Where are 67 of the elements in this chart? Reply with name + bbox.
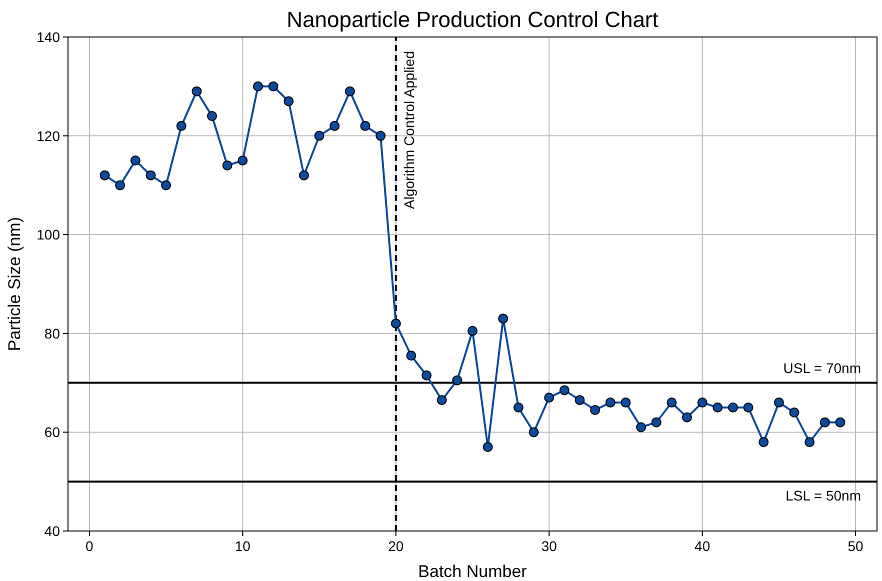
y-tick-label: 40 xyxy=(44,523,60,539)
point xyxy=(636,422,646,432)
point xyxy=(376,130,386,141)
point xyxy=(789,407,800,418)
point xyxy=(207,111,218,122)
point xyxy=(330,120,340,131)
point xyxy=(651,417,662,428)
point xyxy=(161,180,172,190)
ref-line-label: Algorithm Control Applied xyxy=(400,51,417,209)
y-tick-label: 140 xyxy=(36,29,60,45)
point xyxy=(498,314,508,324)
point xyxy=(482,442,493,452)
point xyxy=(758,437,769,448)
point xyxy=(268,81,278,92)
y-tick-label: 60 xyxy=(44,424,60,440)
point xyxy=(222,160,232,170)
point xyxy=(252,81,263,92)
point xyxy=(620,398,631,408)
point xyxy=(452,375,462,386)
point xyxy=(513,402,524,412)
y-tick-label: 120 xyxy=(36,128,60,144)
point xyxy=(390,318,401,329)
point xyxy=(559,385,570,396)
y-tick-label: 80 xyxy=(44,325,60,342)
point xyxy=(146,170,156,180)
point xyxy=(774,398,784,408)
point xyxy=(238,156,248,166)
point xyxy=(712,402,723,412)
point xyxy=(284,96,294,106)
point xyxy=(360,120,370,131)
x-tick-label: 40 xyxy=(694,538,710,554)
point xyxy=(176,120,186,131)
point xyxy=(682,412,692,422)
x-tick-label: 50 xyxy=(848,538,864,554)
point xyxy=(605,398,616,408)
y-axis-title: Particle Size (nm) xyxy=(5,216,24,352)
point xyxy=(666,398,677,408)
x-tick-label: 20 xyxy=(388,538,404,554)
point xyxy=(835,417,846,428)
point xyxy=(574,395,585,406)
point xyxy=(130,156,140,166)
point xyxy=(804,437,815,448)
point xyxy=(100,170,110,180)
point xyxy=(192,86,202,96)
point xyxy=(697,398,708,408)
x-axis-title: Batch Number xyxy=(418,562,528,581)
point xyxy=(743,402,754,412)
ref-line-label: LSL = 50nm xyxy=(786,488,861,504)
point xyxy=(436,395,447,406)
chart-title: Nanoparticle Production Control Chart xyxy=(286,7,658,32)
point xyxy=(344,86,355,96)
point xyxy=(314,130,324,141)
point xyxy=(820,417,830,428)
x-tick-label: 0 xyxy=(86,538,94,554)
point xyxy=(528,427,539,438)
point xyxy=(406,350,416,361)
ref-line-label: USL = 70nm xyxy=(783,360,861,376)
y-tick-label: 100 xyxy=(36,226,60,243)
x-tick-label: 10 xyxy=(234,538,251,554)
point xyxy=(422,370,432,380)
point xyxy=(544,392,554,403)
point xyxy=(298,170,309,180)
point xyxy=(590,404,600,415)
x-tick-label: 30 xyxy=(541,538,558,554)
point xyxy=(468,326,478,336)
point xyxy=(115,180,126,190)
point xyxy=(728,402,738,412)
